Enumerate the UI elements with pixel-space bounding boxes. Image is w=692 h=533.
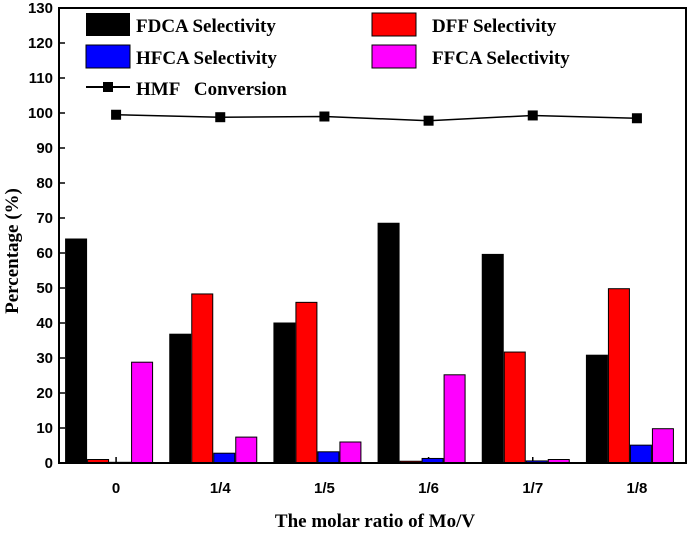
y-tick-label: 70 xyxy=(36,210,53,227)
y-tick-label: 50 xyxy=(36,280,53,297)
legend-marker-hmf xyxy=(103,82,113,92)
x-tick-label: 1/6 xyxy=(418,480,439,497)
y-tick-label: 60 xyxy=(36,245,53,262)
bar-ffca xyxy=(235,436,258,464)
y-tick-label: 80 xyxy=(36,175,53,192)
legend-label-ffca: FFCA Selectivity xyxy=(432,48,570,69)
y-tick-label: 100 xyxy=(28,105,53,122)
y-tick-label: 0 xyxy=(45,455,53,472)
bar-hfca xyxy=(317,451,340,464)
x-tick-label: 1/8 xyxy=(626,480,647,497)
bar-fdca xyxy=(481,253,504,464)
bar-fdca xyxy=(169,333,192,464)
bar-fdca xyxy=(65,238,88,464)
y-tick-label: 110 xyxy=(29,70,53,87)
legend-swatch-hfca xyxy=(85,44,131,69)
plot-frame xyxy=(58,7,687,464)
bar-dff xyxy=(503,351,526,464)
legend-label-hfca: HFCA Selectivity xyxy=(136,48,277,69)
legend-label-hmf: HMF Conversion xyxy=(136,79,287,100)
bar-ffca xyxy=(339,441,362,464)
x-axis: 0 1/4 1/5 1/6 1/7 1/8 xyxy=(112,457,647,497)
legend-swatch-dff xyxy=(371,12,417,37)
hmf-conversion-line xyxy=(116,114,637,122)
bar-fdca xyxy=(377,222,400,464)
y-tick-label: 90 xyxy=(36,140,53,157)
legend-label-dff: DFF Selectivity xyxy=(432,16,557,37)
bar-dff xyxy=(607,288,630,464)
bar-series-group xyxy=(65,222,674,464)
hmf-conversion-point xyxy=(631,113,642,124)
x-tick-label: 0 xyxy=(112,480,120,497)
line-series-group xyxy=(111,109,642,126)
y-tick-label: 10 xyxy=(36,420,53,437)
bar-ffca xyxy=(131,361,154,464)
legend-label-fdca: FDCA Selectivity xyxy=(136,16,276,37)
hmf-conversion-point xyxy=(423,115,434,126)
legend-swatch-ffca xyxy=(371,44,417,69)
legend-swatch-fdca xyxy=(86,13,130,36)
bar-hfca xyxy=(629,444,652,464)
y-tick-label: 30 xyxy=(36,350,53,367)
x-tick-label: 1/4 xyxy=(210,480,232,497)
bar-ffca xyxy=(651,428,674,464)
bar-dff xyxy=(191,293,214,464)
legend: FDCA Selectivity DFF Selectivity HFCA Se… xyxy=(85,12,570,100)
hmf-conversion-point xyxy=(215,112,226,123)
x-axis-title: The molar ratio of Mo/V xyxy=(275,511,475,532)
x-tick-label: 1/7 xyxy=(522,480,543,497)
y-tick-label: 120 xyxy=(28,35,53,52)
hmf-conversion-point xyxy=(319,111,330,122)
bar-fdca xyxy=(273,322,296,464)
hmf-conversion-point xyxy=(527,110,538,121)
y-tick-label: 20 xyxy=(36,385,53,402)
bar-hfca xyxy=(213,452,236,464)
bar-fdca xyxy=(585,354,608,464)
y-tick-label: 130 xyxy=(28,0,53,17)
y-axis-title: Percentage (%) xyxy=(2,188,23,314)
x-tick-label: 1/5 xyxy=(314,480,335,497)
bar-ffca xyxy=(443,374,466,464)
hmf-conversion-point xyxy=(111,109,122,120)
y-tick-label: 40 xyxy=(36,315,53,332)
bar-dff xyxy=(295,301,318,464)
